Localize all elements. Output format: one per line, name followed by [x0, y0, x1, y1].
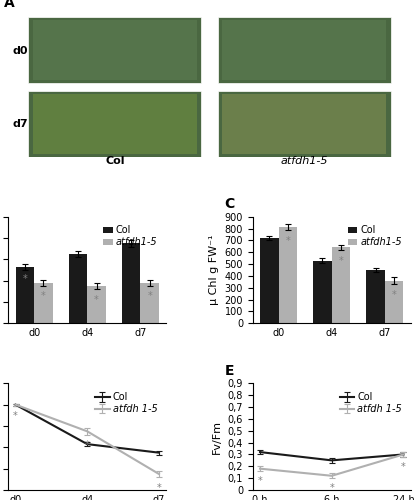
Text: *: *: [85, 440, 90, 450]
Text: *: *: [23, 274, 27, 284]
Legend: Col, atfdh 1-5: Col, atfdh 1-5: [336, 388, 406, 418]
Text: *: *: [94, 294, 99, 304]
Bar: [33, 20, 197, 80]
Bar: [16, 267, 34, 324]
Text: C: C: [225, 197, 235, 211]
Text: d7: d7: [13, 120, 28, 130]
Bar: [279, 228, 297, 324]
Text: E: E: [225, 364, 234, 378]
Text: *: *: [258, 476, 262, 486]
Bar: [217, 90, 391, 156]
Text: *: *: [157, 482, 161, 492]
Text: *: *: [329, 484, 334, 494]
Bar: [332, 248, 350, 324]
Text: *: *: [147, 292, 152, 302]
Bar: [122, 244, 140, 324]
Legend: Col, atfdh 1-5: Col, atfdh 1-5: [91, 388, 161, 418]
Bar: [385, 280, 403, 324]
Bar: [222, 94, 386, 154]
Text: *: *: [392, 290, 396, 300]
Bar: [69, 254, 87, 324]
Text: *: *: [41, 292, 46, 302]
Y-axis label: μ Chl g FW⁻¹: μ Chl g FW⁻¹: [209, 235, 219, 305]
Text: Col: Col: [105, 156, 125, 166]
Text: *: *: [339, 256, 344, 266]
Text: *: *: [286, 236, 290, 246]
Text: d0: d0: [13, 46, 28, 56]
Bar: [366, 270, 385, 324]
Y-axis label: Fv/Fm: Fv/Fm: [212, 420, 222, 454]
Legend: Col, atfdh1-5: Col, atfdh1-5: [99, 222, 161, 252]
Bar: [34, 283, 53, 324]
Bar: [313, 260, 332, 324]
Bar: [33, 94, 197, 154]
Text: atfdh1-5: atfdh1-5: [280, 156, 328, 166]
Bar: [217, 18, 391, 84]
Text: *: *: [401, 462, 406, 472]
Bar: [222, 20, 386, 80]
Text: *: *: [13, 411, 18, 421]
Bar: [28, 90, 202, 156]
Bar: [140, 283, 159, 324]
Bar: [260, 238, 279, 324]
Bar: [87, 286, 106, 324]
Bar: [28, 18, 202, 84]
Legend: Col, atfdh1-5: Col, atfdh1-5: [344, 222, 406, 252]
Text: A: A: [4, 0, 15, 10]
